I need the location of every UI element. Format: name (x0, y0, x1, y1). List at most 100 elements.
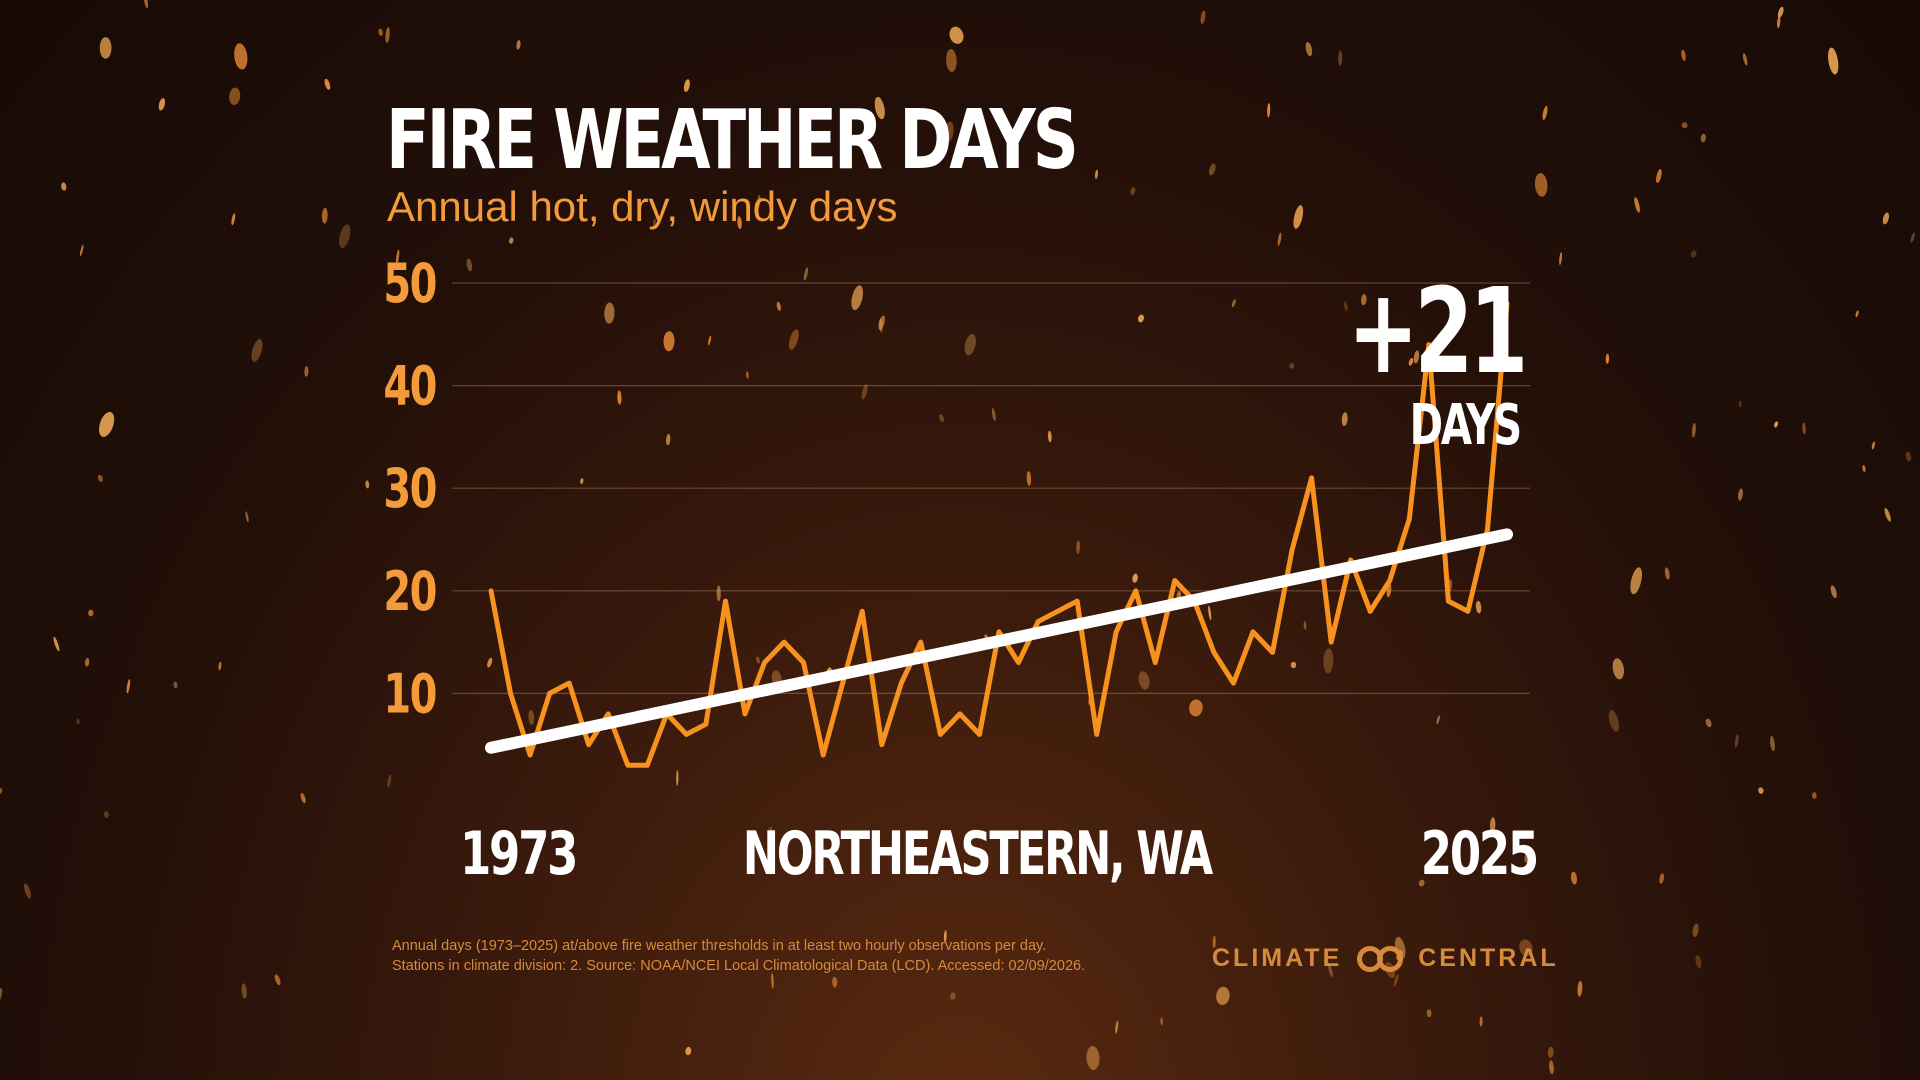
ember-spark (1418, 879, 1425, 887)
ember-spark (878, 315, 886, 330)
ember-spark (1692, 923, 1699, 938)
ember-spark (1770, 736, 1775, 752)
ember-spark (943, 930, 947, 943)
y-tick-label: 40 (383, 356, 436, 419)
ember-spark (1200, 10, 1206, 24)
ember-spark (1413, 350, 1420, 364)
ember-spark (218, 661, 222, 671)
ember-spark (1549, 1060, 1554, 1075)
ember-spark (1630, 567, 1642, 595)
ember-spark (1138, 671, 1150, 690)
ember-spark (1524, 848, 1531, 863)
ember-spark (508, 237, 514, 244)
ember-spark (1681, 49, 1686, 62)
ember-spark (158, 98, 166, 111)
ember-spark (1777, 6, 1784, 18)
ember-spark (879, 318, 883, 333)
ember-spark (1115, 1020, 1119, 1034)
ember-spark (1905, 451, 1912, 462)
ember-spark (964, 333, 976, 356)
ember-spark (939, 414, 944, 422)
ember-spark (1489, 817, 1496, 833)
ember-spark (76, 718, 80, 725)
ember-spark (776, 301, 781, 311)
ember-spark (1305, 42, 1313, 57)
ember-spark (666, 433, 671, 446)
y-tick-label: 50 (383, 253, 436, 316)
ember-spark (173, 681, 178, 689)
ember-spark (580, 478, 584, 485)
change-value: +21 (1348, 264, 1524, 401)
ember-spark (339, 224, 351, 249)
ember-spark (1216, 986, 1230, 1005)
ember-spark (1571, 871, 1577, 885)
ember-spark (755, 656, 761, 664)
ember-spark (395, 249, 400, 265)
ember-spark (604, 302, 615, 324)
ember-spark (1862, 465, 1866, 472)
ember-spark (1293, 205, 1304, 229)
ember-spark (1408, 357, 1414, 366)
ember-spark (1612, 658, 1624, 680)
ember-spark (126, 679, 131, 694)
ember-spark (1138, 314, 1144, 323)
ember-spark (1341, 412, 1348, 426)
ember-spark (1086, 1046, 1100, 1070)
ember-spark (1534, 173, 1548, 197)
ember-spark (685, 1046, 692, 1056)
ember-spark (1095, 169, 1098, 180)
ember-spark (1479, 1016, 1483, 1027)
ember-spark (1811, 792, 1817, 799)
ember-spark (1830, 585, 1837, 598)
x-start-label: 1973 (460, 819, 576, 889)
ember-spark (946, 49, 957, 72)
ember-spark (1777, 16, 1781, 29)
logo-text-right: CENTRAL (1418, 944, 1559, 972)
ember-spark (231, 213, 236, 226)
ember-spark (99, 37, 112, 59)
ember-spark (1208, 605, 1212, 621)
ember-spark (1047, 430, 1052, 443)
ember-spark (851, 285, 864, 311)
y-tick-label: 10 (383, 664, 436, 727)
ember-spark (1734, 734, 1739, 748)
ember-spark (413, 385, 420, 399)
ember-spark (707, 335, 712, 346)
change-unit: DAYS (1410, 392, 1520, 457)
ember-spark (771, 972, 774, 989)
ember-spark (832, 976, 838, 988)
ember-spark (1742, 53, 1748, 66)
ember-spark (756, 195, 761, 210)
ember-spark (1700, 133, 1706, 143)
ember-spark (1289, 362, 1295, 369)
footnote: Annual days (1973–2025) at/above fire we… (392, 936, 1085, 976)
ember-spark (1738, 488, 1743, 501)
ember-spark (528, 710, 535, 725)
ember-spark (1871, 441, 1876, 450)
ember-spark (1208, 163, 1216, 176)
ember-spark (1855, 310, 1859, 318)
ember-spark (1267, 103, 1271, 118)
ember-spark (0, 788, 3, 795)
ember-spark (1277, 232, 1282, 246)
ember-spark (324, 78, 331, 90)
ember-spark (516, 39, 521, 50)
ember-spark (53, 636, 60, 652)
ember-spark (98, 411, 115, 437)
ember-spark (229, 87, 241, 105)
ember-spark (1691, 422, 1696, 438)
ember-spark (1343, 301, 1348, 312)
ember-spark (1656, 169, 1662, 183)
ember-spark (1695, 955, 1702, 969)
ember-spark (1758, 787, 1764, 794)
ember-spark (1690, 250, 1697, 258)
ember-spark (1608, 709, 1620, 732)
ember-spark (1882, 212, 1890, 225)
ember-spark (245, 511, 249, 523)
ember-spark (387, 774, 392, 787)
ember-spark (1884, 507, 1891, 522)
ember-spark (1738, 400, 1742, 408)
ember-spark (1426, 1009, 1432, 1018)
ember-spark (950, 992, 956, 1000)
